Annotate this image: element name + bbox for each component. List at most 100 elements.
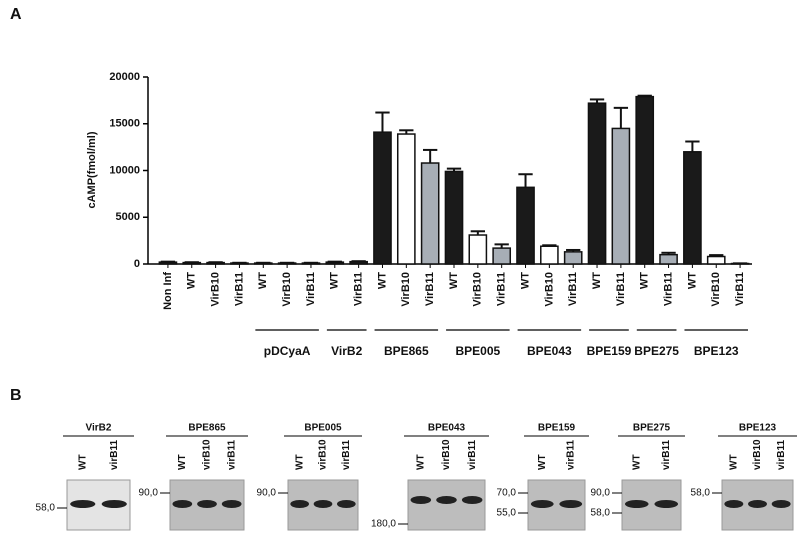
lane-label: virB10 <box>202 439 213 470</box>
lane-label: WT <box>728 454 739 470</box>
lane-label: virB11 <box>467 440 478 470</box>
blot-title: VirB2 <box>86 423 112 434</box>
x-tick-label: VirB10 <box>543 272 555 307</box>
lane-label: WT <box>294 454 305 470</box>
blot-title: BPE123 <box>739 423 777 434</box>
blot-band <box>197 500 217 508</box>
bar <box>706 255 726 265</box>
marker-label: 90,0 <box>257 488 277 499</box>
blot-band <box>70 500 96 508</box>
group-label: BPE123 <box>694 344 739 358</box>
bar <box>587 102 607 265</box>
blot-title: BPE159 <box>538 423 576 434</box>
blot-band <box>624 500 649 508</box>
lane-label: virB11 <box>226 440 237 470</box>
bar <box>468 234 488 265</box>
lane-label: virB11 <box>341 440 352 470</box>
x-tick-label: WT <box>519 272 531 289</box>
bar <box>659 253 678 265</box>
blot-band <box>461 496 483 504</box>
lane-label: WT <box>537 454 548 470</box>
y-tick-label: 10000 <box>109 164 140 176</box>
blot-band <box>290 500 309 508</box>
x-tick-label: WT <box>186 272 198 289</box>
x-tick-label: WT <box>639 272 651 289</box>
lane-label: virB11 <box>565 440 576 470</box>
lane-label: WT <box>631 454 642 470</box>
bar <box>611 127 631 265</box>
group-label: BPE159 <box>587 344 632 358</box>
group-label: BPE275 <box>634 344 679 358</box>
marker-label: 58,0 <box>691 488 711 499</box>
bar <box>683 151 702 265</box>
group-label: BPE043 <box>527 344 572 358</box>
marker-label: 58,0 <box>36 503 56 514</box>
blot-band <box>313 500 333 508</box>
bar <box>420 162 440 265</box>
x-tick-label: VirB10 <box>472 272 484 307</box>
blot-title: BPE005 <box>304 423 342 434</box>
lane-label: WT <box>77 454 88 470</box>
blot-image <box>407 479 486 531</box>
panel-label: A <box>10 6 22 23</box>
y-tick-label: 5000 <box>116 211 140 223</box>
marker-label: 55,0 <box>497 508 517 519</box>
x-tick-label: VirB10 <box>210 272 222 307</box>
panel-label: B <box>10 387 22 404</box>
lane-label: virB11 <box>109 440 120 470</box>
y-tick-label: 20000 <box>109 71 140 83</box>
lane-label: virB10 <box>441 439 452 470</box>
x-tick-label: VirB11 <box>567 272 579 306</box>
lane-label: WT <box>415 454 426 470</box>
bar <box>396 133 416 265</box>
x-tick-label: WT <box>686 272 698 289</box>
y-tick-label: 15000 <box>109 118 140 130</box>
group-label: BPE005 <box>455 344 500 358</box>
bar <box>444 170 464 265</box>
blot-band <box>221 500 242 508</box>
blot-band <box>559 500 583 508</box>
blot-band <box>724 500 744 508</box>
y-axis-label: cAMP(fmol/ml) <box>86 131 98 208</box>
blot-band <box>771 500 791 508</box>
bar <box>540 245 559 265</box>
x-tick-label: Non Inf <box>162 272 174 310</box>
x-tick-label: WT <box>376 272 388 289</box>
marker-label: 58,0 <box>591 508 611 519</box>
x-tick-label: VirB11 <box>615 272 627 306</box>
x-tick-label: WT <box>329 272 341 289</box>
marker-label: 90,0 <box>591 488 611 499</box>
marker-label: 70,0 <box>497 488 517 499</box>
lane-label: virB11 <box>661 440 672 470</box>
y-tick-label: 0 <box>134 258 140 270</box>
marker-label: 180,0 <box>371 519 396 530</box>
blot-band <box>748 500 767 508</box>
blot-band <box>436 496 457 504</box>
x-tick-label: WT <box>591 272 603 289</box>
lane-label: virB11 <box>776 440 787 470</box>
blot-title: BPE865 <box>188 423 226 434</box>
lane-label: virB10 <box>318 439 329 470</box>
x-tick-label: VirB11 <box>496 272 508 306</box>
x-tick-label: WT <box>448 272 460 289</box>
blot-title: BPE275 <box>633 423 671 434</box>
blot-band <box>101 500 127 508</box>
group-label: BPE865 <box>384 344 429 358</box>
blot-title: BPE043 <box>428 423 466 434</box>
blot-band <box>410 496 432 504</box>
bar <box>563 251 583 265</box>
group-label: VirB2 <box>331 344 362 358</box>
x-tick-label: VirB11 <box>305 272 317 306</box>
x-tick-label: VirB11 <box>734 272 746 306</box>
lane-label: virB10 <box>752 439 763 470</box>
x-tick-label: VirB11 <box>353 272 365 306</box>
x-tick-label: VirB11 <box>233 272 245 306</box>
lane-label: WT <box>177 454 188 470</box>
group-label: pDCyaA <box>264 344 311 358</box>
x-tick-label: VirB10 <box>281 272 293 307</box>
x-tick-label: VirB11 <box>662 272 674 306</box>
x-tick-label: VirB11 <box>424 272 436 306</box>
bar <box>516 186 535 265</box>
x-tick-label: VirB10 <box>710 272 722 307</box>
